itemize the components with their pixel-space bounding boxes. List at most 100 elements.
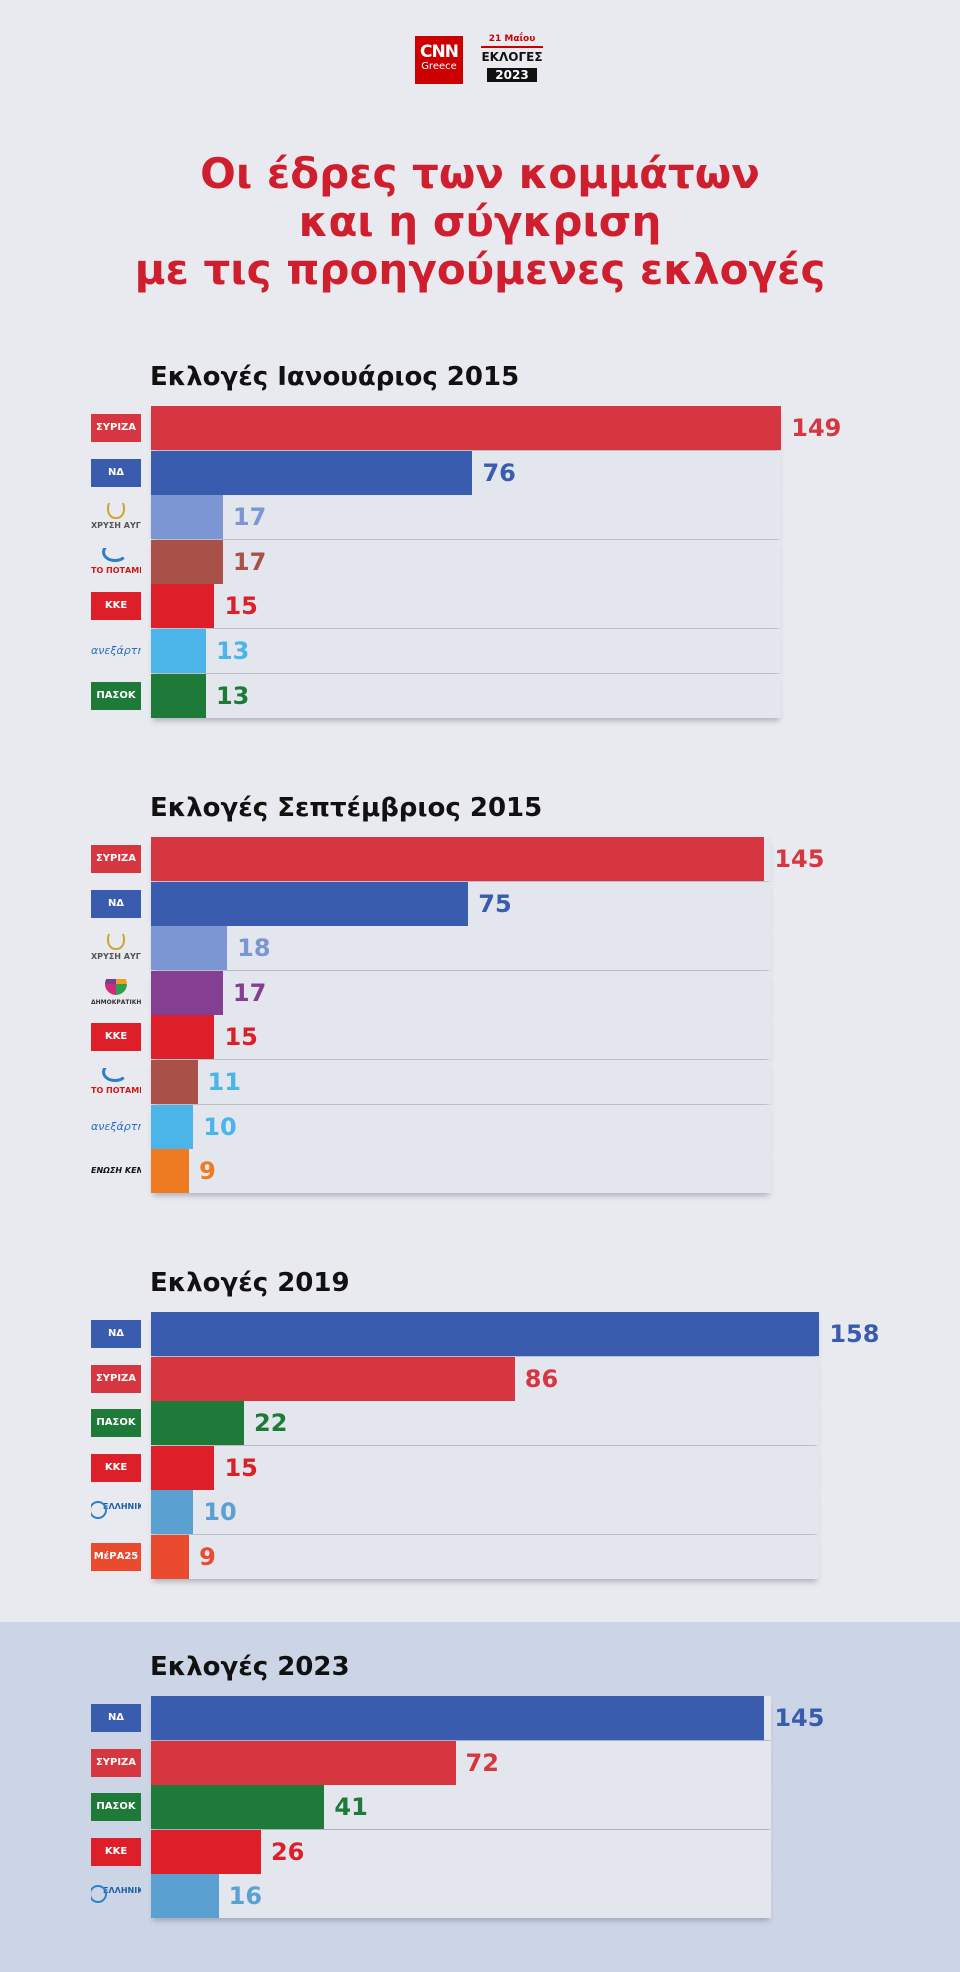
data-label: 9 [199, 1157, 216, 1186]
bar [151, 1149, 190, 1194]
party-logo-pasok: ΠΑΣΟΚ [91, 681, 141, 710]
data-label: 15 [224, 592, 258, 621]
bar [151, 1785, 325, 1830]
elections-logo-divider [481, 46, 543, 48]
bar [151, 1740, 456, 1785]
bar-row: 9 ΕΝΩΣΗ ΚΕΝΤΡΩΩΝ [0, 1149, 960, 1194]
bar-track [151, 1490, 820, 1535]
data-label: 72 [465, 1748, 499, 1777]
party-logo-kke: ΚΚΕ [91, 1023, 141, 1052]
party-logo-nd: ΝΔ [91, 458, 141, 487]
data-label: 145 [774, 845, 825, 873]
data-label: 9 [199, 1543, 216, 1571]
header: CNN Greece 21 Μαΐου ΕΚΛΟΓΕΣ 2023 [0, 0, 960, 100]
data-label: 15 [224, 1453, 258, 1482]
elections-2023-logo: 21 Μαΐου ΕΚΛΟΓΕΣ 2023 [475, 33, 549, 87]
bar-row: 158 ΝΔ [0, 1312, 960, 1356]
data-label: 76 [482, 458, 516, 487]
data-label: 11 [207, 1068, 241, 1096]
bar [151, 970, 223, 1015]
elections-logo-date: 21 Μαΐου [488, 34, 536, 44]
data-label: 17 [232, 978, 267, 1007]
bar [151, 1696, 765, 1740]
bar-row: 76 ΝΔ [0, 450, 960, 495]
bar [151, 629, 206, 673]
page-title-line-1: Οι έδρες των κομμάτων [200, 149, 760, 198]
bar-row: 15 ΚΚΕ [0, 1015, 960, 1060]
data-label: 16 [228, 1882, 263, 1911]
chart-title: Εκλογές 2023 [150, 1652, 350, 1682]
page-title: Οι έδρες των κομμάτων και η σύγκριση με … [80, 150, 880, 294]
elections-logo-year: 2023 [487, 68, 537, 82]
bar-row: 145 ΣΥΡΙΖΑ [0, 837, 960, 881]
party-logo-xa: ΧΡΥΣΗ ΑΥΓΗ [91, 934, 141, 962]
party-logo-nd: ΝΔ [91, 1704, 141, 1732]
bar-row: 15 ΚΚΕ [0, 584, 960, 629]
chart-title: Εκλογές Σεπτέμβριος 2015 [150, 793, 543, 823]
bar-track [151, 926, 771, 971]
party-logo-xa: ΧΡΥΣΗ ΑΥΓΗ [91, 503, 141, 531]
bar-track [151, 1874, 771, 1919]
party-logo-potami: ΤΟ ΠΟΤΑΜΙ [91, 1068, 141, 1096]
party-logo-anel: ανεξάρτητοι [91, 644, 141, 657]
bar [151, 450, 473, 495]
bar-row: 16 ΕΛΛΗΝΙΚΗ ΛΥΣΗ [0, 1874, 960, 1919]
party-logo-mera25: ΜέΡΑ25 [91, 1543, 141, 1571]
data-label: 41 [334, 1793, 368, 1822]
party-logo-syriza: ΣΥΡΙΖΑ [91, 1748, 141, 1777]
data-label: 13 [215, 681, 250, 710]
cnn-logo-text: CNN [420, 42, 459, 62]
bar-track [151, 1149, 771, 1194]
data-label: 145 [774, 1704, 825, 1732]
bar-track [151, 1015, 771, 1060]
bar-track [151, 1104, 771, 1149]
bar [151, 1445, 215, 1490]
party-logo-syriza: ΣΥΡΙΖΑ [91, 1364, 141, 1393]
party-logo-nd: ΝΔ [91, 889, 141, 918]
party-logo-ek: ΕΝΩΣΗ ΚΕΝΤΡΩΩΝ [91, 1166, 141, 1176]
bar-track [151, 673, 782, 718]
bar-row: 41 ΠΑΣΟΚ [0, 1785, 960, 1830]
cnn-logo-subtext: Greece [421, 61, 457, 72]
data-label: 149 [791, 414, 842, 442]
party-logo-el: ΕΛΛΗΝΙΚΗ ΛΥΣΗ [91, 1498, 141, 1526]
data-label: 158 [829, 1320, 880, 1348]
bar-row: 75 ΝΔ [0, 881, 960, 926]
bar-track [151, 1060, 771, 1104]
bar-track [151, 970, 771, 1015]
bar-row: 17 ΤΟ ΠΟΤΑΜΙ [0, 539, 960, 584]
cnn-greece-logo: CNN Greece [415, 36, 463, 84]
bar-track [151, 1401, 820, 1446]
data-label: 15 [224, 1023, 258, 1052]
bar-row: 13 ΠΑΣΟΚ [0, 673, 960, 718]
bar [151, 1829, 261, 1874]
data-label: 86 [524, 1364, 559, 1393]
bar [151, 673, 206, 718]
bar [151, 1490, 194, 1535]
bar-track [151, 539, 782, 584]
data-label: 10 [203, 1112, 237, 1141]
bar-row: 17 ΔΗΜΟΚΡΑΤΙΚΗ ΣΥΜΠΑΡΑΤΑΞΗ [0, 970, 960, 1015]
bar [151, 1356, 515, 1401]
bar [151, 1874, 219, 1919]
elections-logo-title: ΕΚΛΟΓΕΣ [481, 50, 543, 64]
page-title-line-2: και η σύγκριση [298, 197, 662, 246]
party-logo-kke: ΚΚΕ [91, 592, 141, 621]
data-label: 22 [254, 1409, 288, 1438]
chart-title: Εκλογές Ιανουάριος 2015 [150, 362, 520, 392]
bar-row: 86 ΣΥΡΙΖΑ [0, 1356, 960, 1401]
bar-row: 72 ΣΥΡΙΖΑ [0, 1740, 960, 1785]
party-logo-pasok: ΠΑΣΟΚ [91, 1409, 141, 1438]
data-label: 18 [237, 934, 271, 963]
bar [151, 406, 782, 450]
data-label: 10 [203, 1498, 237, 1527]
bar-row: 18 ΧΡΥΣΗ ΑΥΓΗ [0, 926, 960, 971]
bar [151, 495, 223, 540]
bar [151, 1535, 190, 1579]
bar-track [151, 1535, 820, 1579]
bar [151, 1104, 194, 1149]
bar [151, 881, 469, 926]
data-label: 17 [232, 503, 267, 532]
party-logo-potami: ΤΟ ΠΟΤΑΜΙ [91, 547, 141, 576]
bar-row: 26 ΚΚΕ [0, 1829, 960, 1874]
